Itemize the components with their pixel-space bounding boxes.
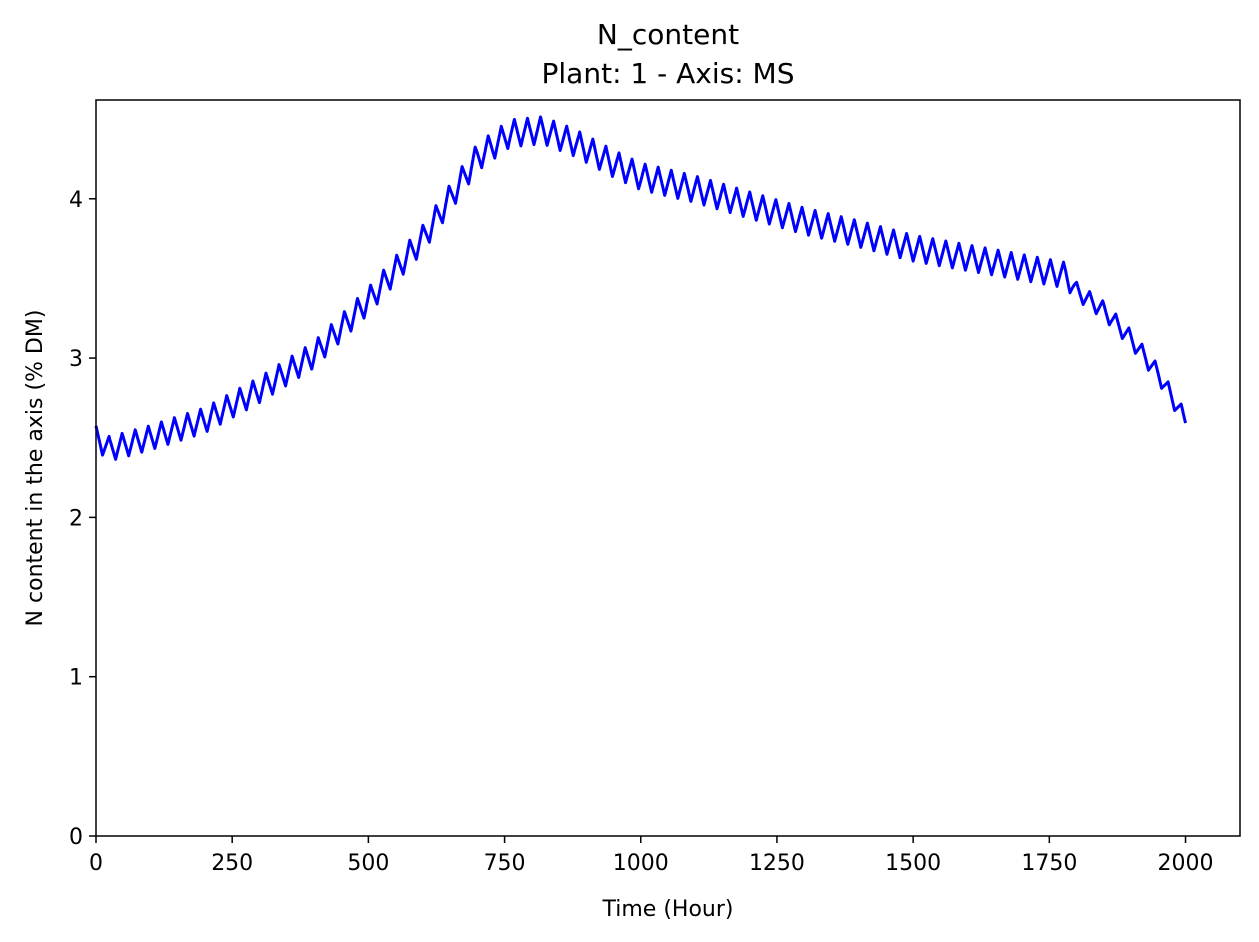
series-line bbox=[94, 115, 1187, 461]
y-tick-label: 0 bbox=[69, 825, 83, 850]
x-axis-ticks: 0 250 500 750 1000 1250 1500 1750 2000 bbox=[89, 836, 1214, 876]
chart-subtitle: Plant: 1 - Axis: MS bbox=[542, 57, 795, 90]
y-axis-ticks: 0 1 2 3 4 bbox=[69, 188, 96, 850]
x-tick-label: 2000 bbox=[1158, 851, 1214, 876]
y-tick-label: 1 bbox=[69, 666, 83, 691]
plot-area: 0 250 500 750 1000 1250 1500 1750 2000 0 1 2 3 4 bbox=[69, 99, 1241, 876]
x-tick-label: 750 bbox=[484, 851, 526, 876]
y-tick-label: 3 bbox=[69, 347, 83, 372]
x-tick-label: 1250 bbox=[749, 851, 805, 876]
x-tick-label: 1500 bbox=[885, 851, 941, 876]
y-tick-label: 2 bbox=[69, 506, 83, 531]
x-tick-label: 500 bbox=[347, 851, 389, 876]
x-tick-label: 0 bbox=[89, 851, 103, 876]
x-tick-label: 1750 bbox=[1021, 851, 1077, 876]
x-axis-label: Time (Hour) bbox=[602, 897, 734, 922]
x-tick-label: 1000 bbox=[613, 851, 669, 876]
plot-frame bbox=[95, 99, 1241, 837]
chart-title: N_content bbox=[597, 18, 739, 51]
x-tick-label: 250 bbox=[211, 851, 253, 876]
y-axis-label: N content in the axis (% DM) bbox=[23, 310, 48, 627]
y-tick-label: 4 bbox=[69, 188, 83, 213]
